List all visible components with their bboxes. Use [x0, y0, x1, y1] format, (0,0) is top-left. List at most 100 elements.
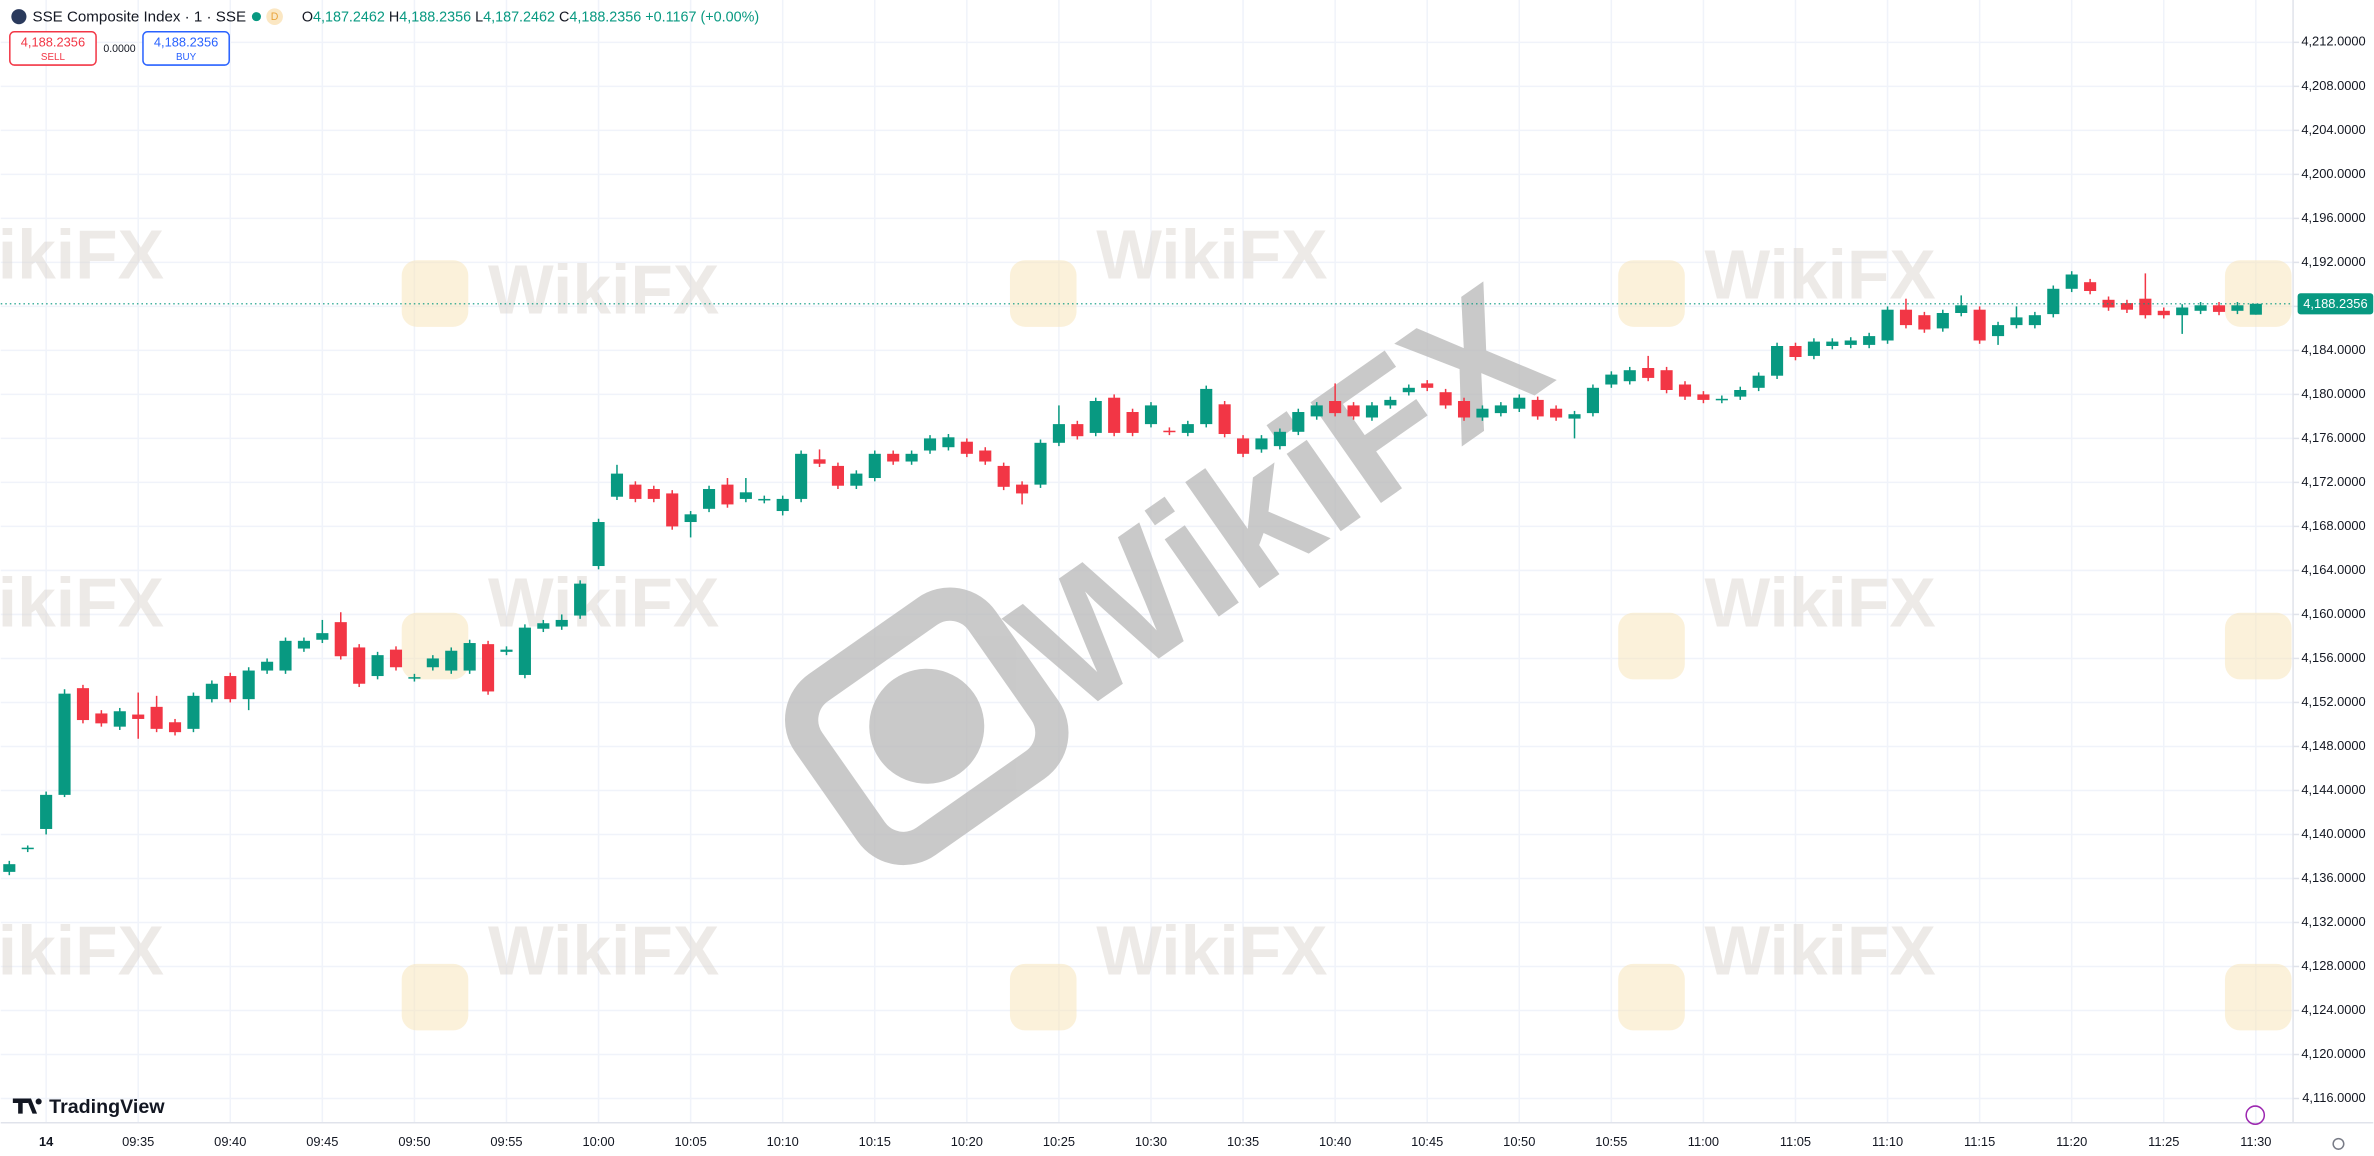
candle-body	[40, 794, 53, 829]
candle-body	[1365, 405, 1379, 418]
y-tick-label: 4,200.0000	[2301, 166, 2365, 181]
candle-body	[721, 484, 734, 505]
candle-body	[1771, 345, 1784, 376]
y-tick-label: 4,176.0000	[2301, 430, 2365, 445]
candle-body	[1218, 404, 1231, 435]
candle-body	[868, 453, 881, 479]
candle-body	[1899, 309, 1913, 326]
candle-body	[1752, 375, 1765, 388]
candle-body	[1476, 408, 1489, 418]
candle-body	[1144, 405, 1158, 425]
badge-bg	[266, 8, 283, 25]
alert-icon[interactable]	[2245, 1105, 2266, 1125]
candle-body	[1457, 401, 1471, 418]
candle-body	[500, 649, 513, 652]
candle-body	[1605, 374, 1618, 385]
sell-label[interactable]: SELL	[41, 52, 66, 63]
ohlc: O4,187.2462 H4,188.2356 L4,187.2462 C4,1…	[302, 9, 759, 25]
candle-body	[1642, 368, 1655, 378]
candle-body	[739, 492, 752, 499]
candle-body	[1955, 305, 1968, 313]
candle-body	[2084, 282, 2097, 291]
spread: 0.0000	[103, 43, 135, 55]
candle-body	[629, 484, 642, 499]
candle-body	[776, 498, 789, 512]
watermark-icon	[1009, 963, 1077, 1031]
x-tick-label: 10:30	[1135, 1134, 1167, 1149]
buy-price[interactable]: 4,188.2356	[154, 35, 218, 50]
candle-body	[1586, 387, 1599, 414]
candle-body	[850, 473, 863, 486]
candle-body	[518, 627, 531, 675]
buy-button[interactable]: 4,188.2356 BUY	[142, 31, 230, 66]
watermark-text: WikiFX	[0, 912, 164, 990]
watermark-icon	[2224, 612, 2292, 680]
last-price-label: 4,188.2356	[2303, 296, 2367, 311]
candle-body	[242, 670, 255, 700]
candle-body	[2010, 317, 2023, 326]
watermark-icon	[1618, 260, 1685, 327]
symbol: SSE Composite Index · 1 · SSE	[33, 8, 247, 25]
candle-body	[923, 438, 937, 451]
ohlc-value: 4,188.2356	[569, 9, 641, 25]
watermark-text: WikiFX	[488, 250, 719, 328]
candle-body	[813, 459, 826, 464]
ohlc-label: L	[475, 9, 483, 25]
candle-body	[1439, 392, 1452, 406]
candle-body	[666, 493, 679, 527]
candle-body	[482, 644, 495, 692]
candle-body	[1863, 336, 1876, 345]
y-tick-label: 4,192.0000	[2301, 254, 2365, 269]
watermark-logo	[784, 587, 1069, 866]
y-tick-label: 4,168.0000	[2301, 518, 2365, 533]
symbol-icon	[11, 9, 27, 25]
candle-body	[1715, 398, 1728, 401]
x-tick-label: 09:50	[398, 1134, 430, 1149]
candle-body	[2249, 303, 2262, 315]
sell-price[interactable]: 4,188.2356	[21, 35, 85, 50]
x-tick-label: 09:45	[306, 1134, 338, 1149]
candle-body	[113, 711, 126, 727]
last-price-tag	[2297, 293, 2374, 315]
candle-body	[2231, 305, 2244, 311]
x-tick-label: 10:40	[1319, 1134, 1351, 1149]
watermark-text: WikiFX	[1704, 564, 1935, 642]
x-tick-label: 09:35	[122, 1134, 154, 1149]
candle-body	[408, 677, 421, 679]
candle-body	[1844, 340, 1857, 345]
candle-body	[1494, 405, 1507, 414]
candle-body	[1329, 401, 1342, 414]
candle-body	[905, 453, 918, 462]
candle-body	[1826, 341, 1839, 346]
candle-body	[2176, 307, 2189, 316]
watermark-icon	[2224, 260, 2292, 327]
buy-box[interactable]	[142, 31, 230, 66]
buy-label[interactable]: BUY	[176, 52, 197, 63]
candle-body	[58, 693, 71, 795]
sell-button[interactable]: 4,188.2356 SELL	[9, 31, 97, 66]
candle-body	[1513, 397, 1526, 409]
candle-body	[1126, 412, 1139, 433]
y-tick-label: 4,164.0000	[2301, 562, 2365, 577]
watermark-text: WikiFX	[0, 216, 164, 294]
candle-body	[2212, 305, 2226, 312]
candle-body	[371, 655, 384, 677]
y-tick-label: 4,120.0000	[2301, 1046, 2365, 1061]
y-tick-label: 4,212.0000	[2301, 34, 2365, 49]
candle-body	[1678, 384, 1692, 397]
watermark-icon	[401, 612, 469, 680]
header: SSE Composite Index · 1 · SSE D O4,187.2…	[11, 8, 759, 25]
x-tick-label: 11:00	[1688, 1134, 1719, 1149]
settings-icon[interactable]	[2332, 1137, 2345, 1150]
sell-box[interactable]	[9, 31, 97, 66]
change: +0.1167 (+0.00%)	[645, 9, 759, 25]
watermark-text: WikiFX	[1096, 216, 1327, 294]
watermark-icon	[1618, 963, 1685, 1031]
x-tick-label: 11:20	[2056, 1134, 2087, 1149]
x-tick-label: 10:55	[1595, 1134, 1627, 1149]
ohlc-label: O	[302, 9, 313, 25]
candle-body	[1807, 341, 1820, 356]
candle-body	[647, 489, 660, 499]
